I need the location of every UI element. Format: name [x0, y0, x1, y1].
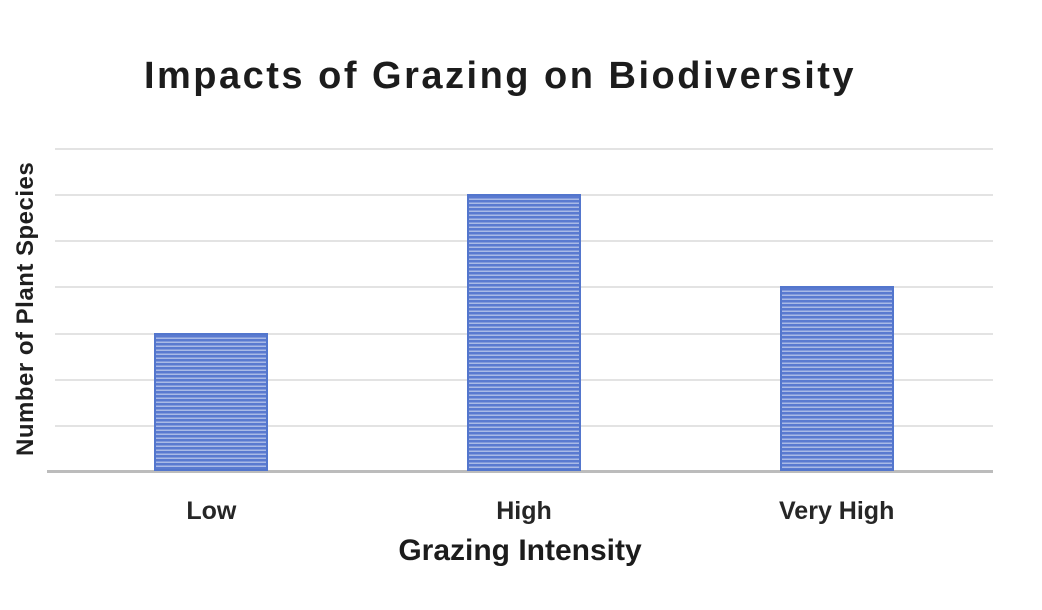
- chart-title: Impacts of Grazing on Biodiversity: [143, 55, 857, 97]
- bar-low: [154, 332, 269, 471]
- y-axis-title: Number of Plant Species: [12, 161, 39, 457]
- x-axis-tick-labels: Low High Very High: [55, 497, 993, 526]
- bar-high: [467, 194, 581, 471]
- x-tick-label: Low: [186, 497, 237, 525]
- bar-very-high: [779, 286, 894, 471]
- x-tick-label: High: [496, 497, 552, 525]
- x-axis-line: [47, 470, 993, 473]
- x-axis-title: Grazing Intensity: [398, 534, 642, 567]
- plot-area: [47, 148, 993, 473]
- x-tick-label: Very High: [779, 497, 895, 525]
- gridline: [55, 148, 993, 150]
